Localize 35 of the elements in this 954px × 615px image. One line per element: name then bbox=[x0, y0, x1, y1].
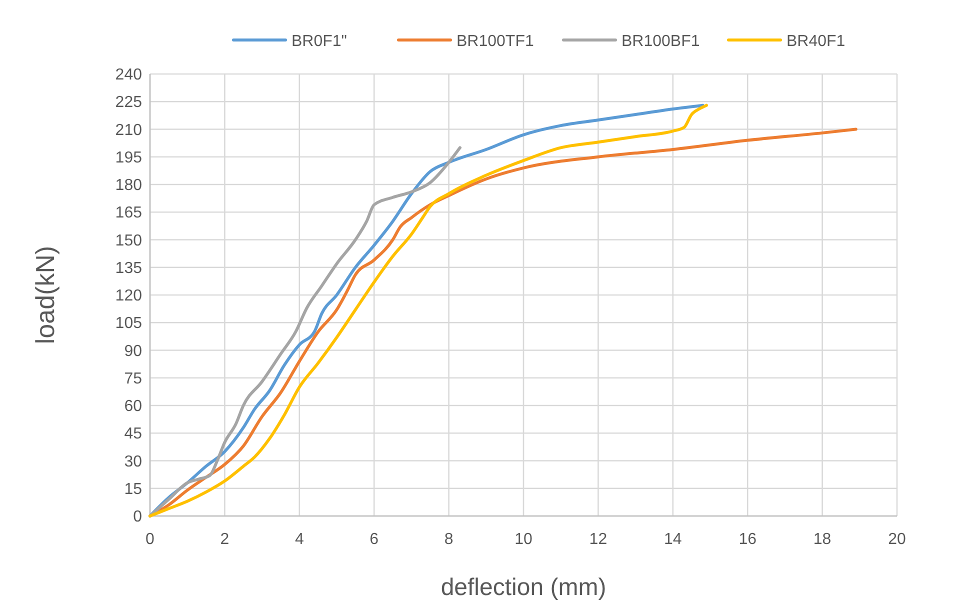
x-tick-label: 0 bbox=[146, 531, 155, 548]
y-tick-label: 225 bbox=[115, 94, 142, 112]
legend-label: BR40F1 bbox=[786, 33, 846, 50]
x-tick-label: 2 bbox=[220, 531, 230, 548]
x-tick-label: 18 bbox=[813, 531, 832, 548]
y-tick-label: 195 bbox=[115, 149, 142, 166]
y-tick-label: 210 bbox=[115, 122, 142, 139]
x-tick-label: 6 bbox=[370, 531, 379, 548]
y-tick-label: 150 bbox=[115, 232, 142, 250]
y-tick-label: 105 bbox=[115, 315, 142, 332]
y-tick-label: 240 bbox=[115, 66, 142, 84]
y-tick-label: 0 bbox=[133, 508, 142, 526]
y-tick-label: 135 bbox=[115, 260, 142, 277]
legend-label: BR100TF1 bbox=[456, 33, 534, 50]
y-tick-label: 90 bbox=[124, 342, 142, 360]
x-tick-label: 20 bbox=[888, 531, 906, 548]
x-tick-label: 12 bbox=[589, 531, 608, 548]
x-tick-label: 8 bbox=[444, 531, 454, 548]
y-tick-label: 165 bbox=[115, 204, 142, 222]
x-tick-label: 10 bbox=[514, 531, 532, 548]
x-tick-label: 14 bbox=[664, 531, 682, 548]
y-tick-label: 45 bbox=[124, 426, 142, 443]
y-tick-label: 30 bbox=[124, 453, 142, 470]
y-tick-label: 75 bbox=[124, 370, 142, 388]
line-series bbox=[148, 146, 462, 518]
y-tick-label: 120 bbox=[115, 288, 142, 305]
y-tick-label: 60 bbox=[124, 398, 142, 416]
x-tick-label: 4 bbox=[294, 531, 304, 548]
x-tick-label: 16 bbox=[738, 531, 757, 548]
y-axis-title: load(kN) bbox=[30, 246, 60, 344]
y-tick-label: 15 bbox=[124, 480, 142, 498]
legend-label: BR100BF1 bbox=[622, 33, 700, 50]
x-axis-title: deflection (mm) bbox=[440, 574, 606, 601]
legend-label: BR0F1" bbox=[292, 33, 347, 50]
y-tick-label: 180 bbox=[115, 177, 142, 194]
